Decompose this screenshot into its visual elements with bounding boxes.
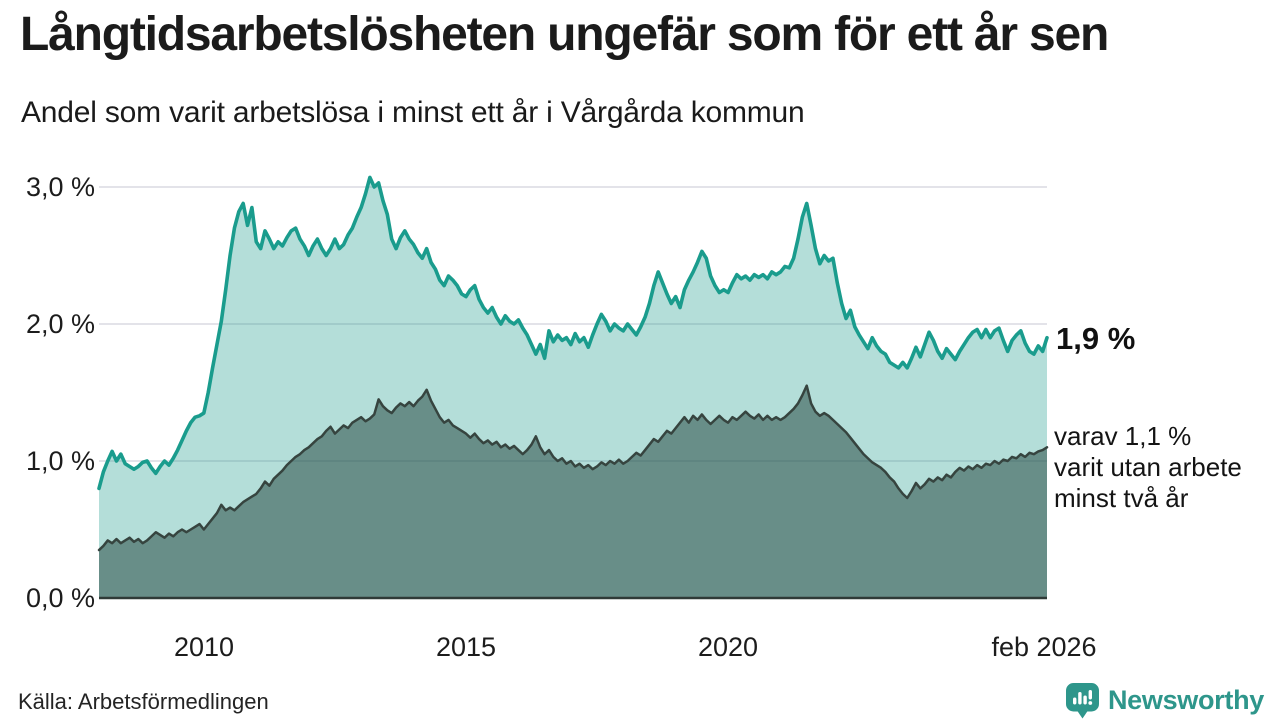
y-axis-tick-0: 0,0 % xyxy=(25,583,95,613)
x-axis-tick-2010: 2010 xyxy=(173,632,235,662)
x-axis-tick-feb-2026: feb 2026 xyxy=(991,632,1097,662)
y-axis-tick-2: 2,0 % xyxy=(25,309,95,339)
page-title: Långtidsarbetslösheten ungefär som för e… xyxy=(20,8,1109,61)
series2-end-label-line2: varit utan arbete xyxy=(1054,452,1242,483)
series1-end-label: 1,9 % xyxy=(1056,321,1136,356)
series2-end-label: varav 1,1 % varit utan arbete minst två … xyxy=(1054,421,1242,515)
brand-name: Newsworthy xyxy=(1107,684,1264,715)
x-axis-tick-2020: 2020 xyxy=(697,632,759,662)
chart-subtitle: Andel som varit arbetslösa i minst ett å… xyxy=(21,96,805,129)
source-note: Källa: Arbetsförmedlingen xyxy=(18,689,269,714)
x-axis-tick-2015: 2015 xyxy=(435,632,497,662)
series2-end-label-line3: minst två år xyxy=(1054,483,1189,514)
y-axis-tick-1: 1,0 % xyxy=(25,446,95,476)
brand-logo: Newsworthy xyxy=(1065,681,1264,719)
series2-end-label-line1: varav 1,1 % xyxy=(1054,421,1192,451)
y-axis-tick-3: 3,0 % xyxy=(25,172,95,202)
newsworthy-icon xyxy=(1065,682,1099,718)
